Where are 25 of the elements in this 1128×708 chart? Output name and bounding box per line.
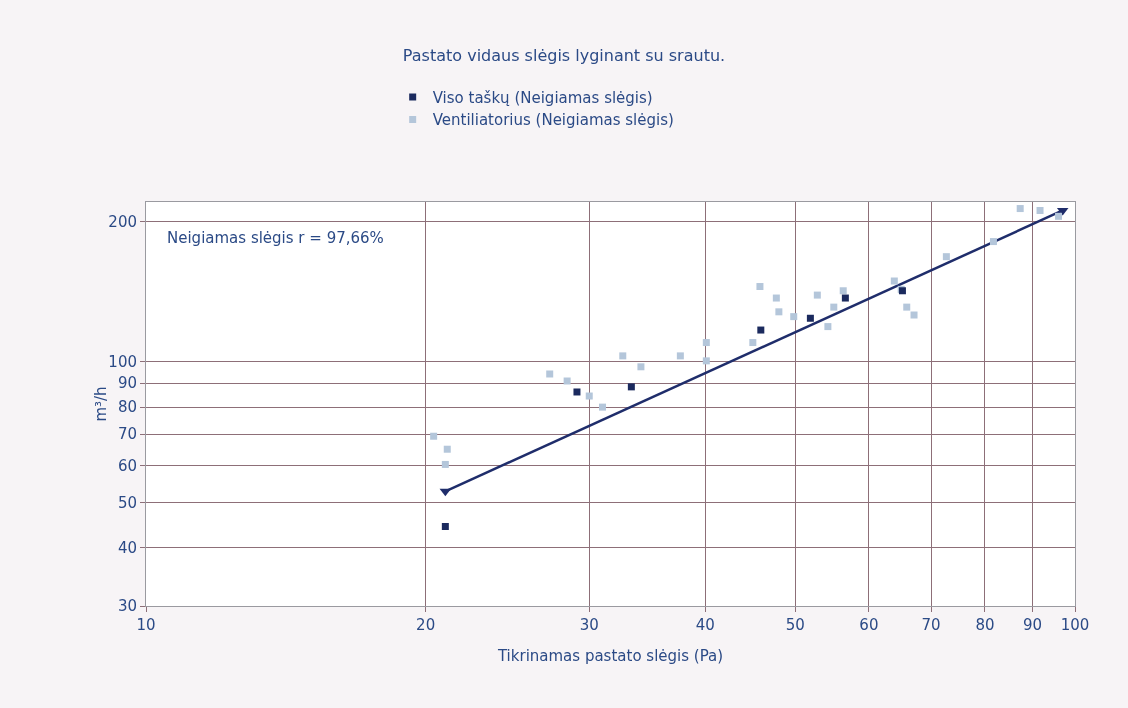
x-tick-label: 40 (695, 616, 715, 634)
y-axis-title: m³/h (92, 386, 110, 422)
x-tick-label: 90 (1022, 616, 1043, 634)
x-axis-title: Tikrinamas pastato slėgis (Pa) (496, 647, 724, 665)
x-tick-label: 60 (859, 616, 879, 634)
x-tick-label: 100 (1060, 616, 1090, 634)
y-tick-label: 100 (108, 353, 137, 372)
y-tick-label: 80 (117, 398, 137, 417)
x-tick-label: 70 (921, 616, 941, 634)
y-tick-label: 70 (117, 425, 137, 444)
x-tick-label: 50 (785, 616, 805, 634)
y-tick-label: 40 (117, 538, 137, 557)
legend-label: Ventiliatorius (Neigiamas slėgis) (432, 111, 674, 130)
y-tick-label: 200 (108, 212, 137, 231)
chart-title: Pastato vidaus slėgis lyginant su srautu. (402, 45, 726, 65)
x-tick-label: 30 (579, 616, 599, 634)
legend-label: Viso taškų (Neigiamas slėgis) (432, 88, 653, 107)
x-tick-label: 10 (136, 616, 156, 634)
y-tick-label: 50 (117, 493, 137, 512)
x-tick-label: 20 (416, 616, 436, 634)
x-tick-label: 80 (975, 616, 995, 634)
annotation: Neigiamas slėgis r = 97,66% (167, 229, 384, 247)
y-tick-label: 60 (117, 456, 137, 475)
y-tick-label: 30 (117, 597, 137, 616)
y-tick-label: 90 (117, 374, 137, 393)
